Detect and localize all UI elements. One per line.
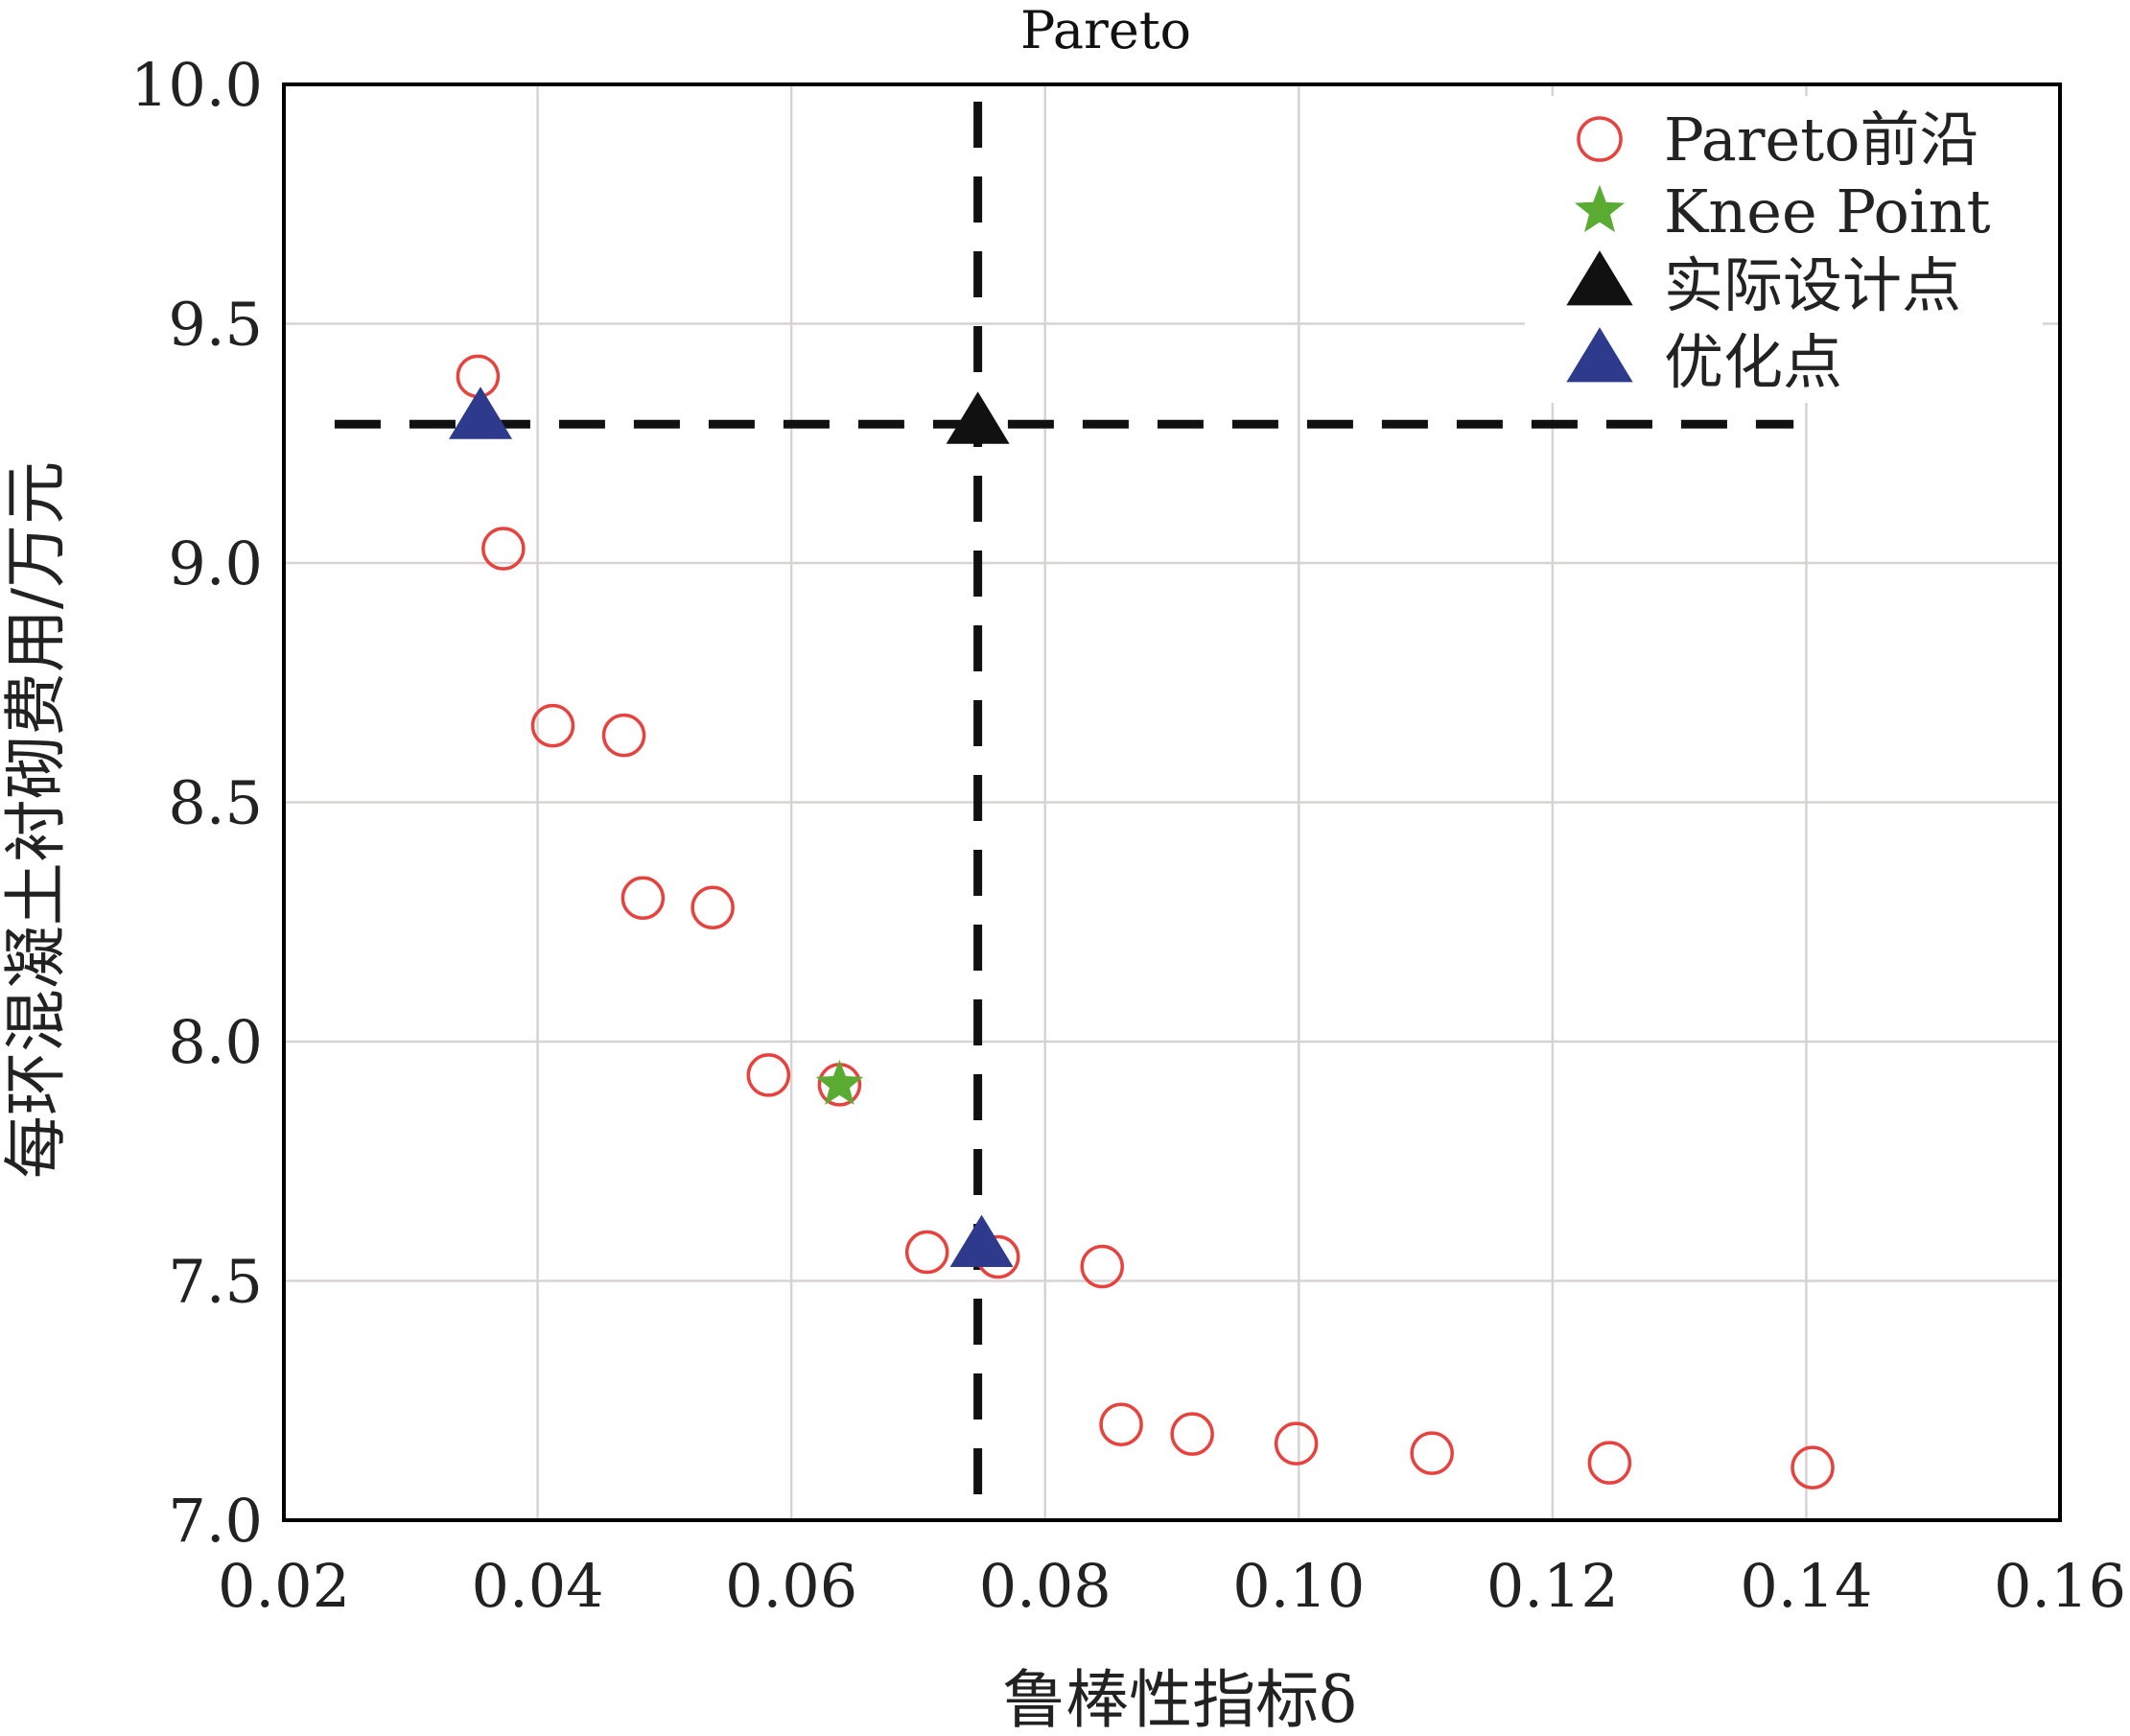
x-tick-label: 0.06: [725, 1551, 857, 1621]
pareto-point: [1080, 1244, 1124, 1289]
knee-point-star: [815, 1059, 864, 1105]
pareto-point: [1274, 1421, 1319, 1466]
y-tick-label: 8.0: [168, 1007, 263, 1077]
x-tick-label: 0.12: [1486, 1551, 1619, 1621]
pareto-point: [456, 354, 501, 399]
y-axis-label: 每环混凝土衬砌费用/万元: [0, 461, 73, 1179]
pareto-point: [746, 1053, 791, 1097]
x-tick-label: 0.16: [1994, 1551, 2126, 1621]
legend-marker: [1566, 327, 1633, 383]
pareto-point: [1587, 1441, 1632, 1485]
pareto-point: [620, 876, 666, 921]
y-tick-label: 7.0: [168, 1486, 263, 1556]
reference-lines: [334, 102, 1794, 1520]
pareto-point: [1791, 1445, 1835, 1490]
optimized-triangle: [449, 387, 513, 439]
chart-title: Pareto: [1020, 0, 1191, 60]
x-tick-label: 0.08: [979, 1551, 1112, 1621]
y-tick-labels: 7.0 7.5 8.0 8.5 9.0 9.5 10.0: [130, 50, 263, 1556]
legend-label: Knee Point: [1664, 176, 1991, 246]
data-marks: [449, 354, 1835, 1490]
x-tick-label: 0.10: [1232, 1551, 1365, 1621]
y-tick-label: 9.0: [168, 528, 263, 598]
pareto-point: [601, 713, 646, 758]
pareto-point: [690, 885, 735, 930]
y-tick-label: 10.0: [130, 50, 263, 120]
x-tick-labels: 0.02 0.04 0.06 0.08 0.10 0.12 0.14 0.16: [218, 1551, 2126, 1621]
pareto-point: [904, 1230, 949, 1275]
legend-label: 实际设计点: [1664, 250, 1961, 320]
x-tick-label: 0.02: [218, 1551, 350, 1621]
pareto-point: [481, 527, 526, 571]
legend-label: Pareto前沿: [1664, 105, 1978, 175]
y-tick-label: 9.5: [168, 290, 263, 360]
pareto-point: [530, 703, 575, 748]
plot-frame: [282, 82, 2062, 1522]
pareto-point: [1170, 1412, 1214, 1456]
pareto-point: [1099, 1402, 1143, 1446]
x-axis-label: 鲁棒性指标δ: [1002, 1663, 1357, 1736]
legend-marker: [1566, 250, 1633, 306]
x-tick-label: 0.04: [472, 1551, 604, 1621]
legend-marker: [1575, 184, 1625, 233]
legend-label: 优化点: [1664, 327, 1842, 397]
y-tick-label: 7.5: [168, 1247, 263, 1317]
x-tick-label: 0.14: [1740, 1551, 1872, 1621]
y-tick-label: 8.5: [168, 768, 263, 838]
pareto-point: [1410, 1431, 1454, 1475]
legend-marker: [1577, 116, 1623, 162]
actual-design-triangle: [946, 391, 1010, 444]
optimized-triangle: [949, 1214, 1014, 1267]
